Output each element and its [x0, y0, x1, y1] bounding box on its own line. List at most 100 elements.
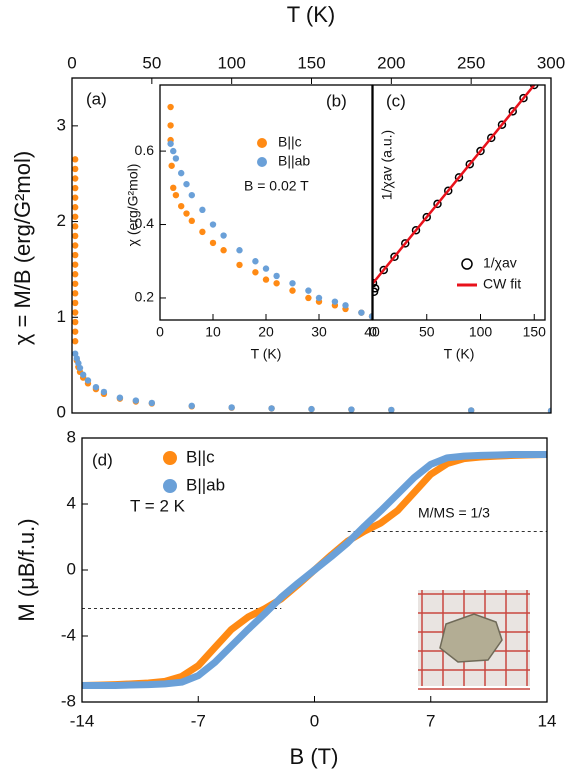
data-point	[379, 265, 388, 275]
data-point	[84, 377, 92, 384]
data-point	[273, 272, 280, 280]
plot-area	[82, 451, 547, 689]
data-point	[487, 133, 496, 143]
data-point	[148, 399, 156, 407]
plot-frame	[372, 84, 546, 321]
data-point	[72, 184, 79, 192]
data-point	[72, 318, 79, 326]
legend-label: B||c	[186, 447, 215, 466]
x-axis-title: T (K)	[444, 346, 475, 362]
x-tick-label: 0	[369, 324, 377, 340]
data-point	[76, 364, 84, 372]
x-tick-label: 0	[67, 53, 76, 72]
data-point	[188, 217, 195, 225]
data-point	[268, 405, 275, 412]
y-tick-label: 0	[67, 559, 76, 578]
data-point	[199, 206, 206, 214]
data-point	[454, 173, 464, 182]
x-tick-label: 100	[217, 53, 245, 72]
plot-background	[160, 85, 372, 320]
y-axis-title: χ = M/B (erg/G²mol)	[10, 151, 35, 345]
y-axis-title: χ (erg/G²mol)	[125, 164, 141, 247]
data-point	[497, 120, 507, 129]
data-point	[132, 397, 140, 404]
annotation: T = 2 K	[130, 496, 186, 515]
annotation: B = 0.02 T	[244, 178, 309, 194]
data-point	[178, 169, 185, 177]
data-point	[72, 271, 79, 278]
data-point	[262, 276, 270, 283]
data-point	[188, 402, 195, 410]
data-point	[183, 210, 190, 217]
data-point	[170, 184, 177, 192]
x-axis-title: B (T)	[290, 744, 339, 769]
legend-label: B||ab	[186, 475, 225, 494]
data-point	[289, 280, 296, 287]
x-axis-title: T (K)	[251, 346, 282, 362]
data-point	[167, 103, 174, 111]
panel-label: (c)	[386, 91, 406, 110]
y-tick-label: 0.2	[135, 289, 155, 305]
data-point	[72, 338, 79, 345]
legend-marker	[257, 138, 267, 148]
legend-marker	[257, 157, 267, 167]
legend-label: 1/χav	[483, 255, 517, 271]
sample-photo	[418, 590, 530, 690]
data-point	[308, 405, 315, 413]
data-point	[209, 221, 217, 228]
data-point	[252, 269, 259, 276]
data-point	[72, 299, 79, 307]
data-point	[547, 407, 551, 413]
series-line	[82, 451, 547, 689]
y-tick-label: 3	[57, 115, 66, 134]
x-tick-label: -14	[70, 711, 95, 730]
x-tick-label: 20	[258, 324, 274, 340]
y-tick-label: -4	[61, 625, 76, 644]
data-point	[433, 199, 442, 209]
data-point	[72, 328, 79, 335]
x-tick-label: 50	[142, 53, 161, 72]
data-point	[72, 204, 79, 211]
data-point	[72, 213, 79, 220]
data-point	[199, 228, 206, 236]
data-point	[273, 280, 280, 287]
data-point	[220, 232, 227, 239]
data-point	[72, 242, 79, 249]
panel: 0 10 20 30 40 0.2 0.4 0.6 (b) T (K) χ (erg/G²mol) B…	[125, 84, 380, 362]
data-point	[172, 155, 180, 162]
data-point	[348, 406, 355, 413]
data-point	[411, 225, 421, 235]
x-tick-label: 250	[457, 53, 485, 72]
data-point	[209, 239, 217, 247]
data-point	[508, 107, 517, 116]
data-point	[72, 194, 79, 201]
series-line	[373, 85, 536, 285]
y-tick-label: 4	[67, 493, 76, 512]
x-tick-label: 7	[426, 711, 435, 730]
y-tick-label: 1	[57, 307, 66, 326]
panel: 0 50 100 150 (c) T (K) 1/χav (a.u.) 1/χav CW fit	[369, 84, 546, 362]
legend-marker	[163, 451, 177, 465]
plot-area	[167, 103, 372, 320]
x-axis-title: T (K)	[287, 2, 335, 27]
data-point	[444, 186, 453, 195]
data-point	[72, 232, 79, 240]
data-point	[373, 278, 378, 288]
legend-label: CW fit	[483, 276, 521, 292]
legend-marker	[163, 479, 177, 493]
data-point	[373, 284, 380, 293]
data-point	[72, 223, 79, 230]
x-tick-label: 30	[311, 324, 327, 340]
data-point	[228, 404, 235, 411]
annotation: M/MS = 1/3	[418, 505, 490, 521]
y-tick-label: 0.4	[135, 215, 155, 231]
data-point	[79, 371, 87, 378]
data-point	[72, 165, 79, 173]
data-point	[167, 122, 174, 129]
y-tick-label: 0.6	[135, 142, 155, 158]
data-point	[368, 313, 372, 320]
data-point	[72, 175, 79, 182]
data-point	[172, 191, 180, 199]
data-point	[465, 159, 474, 169]
